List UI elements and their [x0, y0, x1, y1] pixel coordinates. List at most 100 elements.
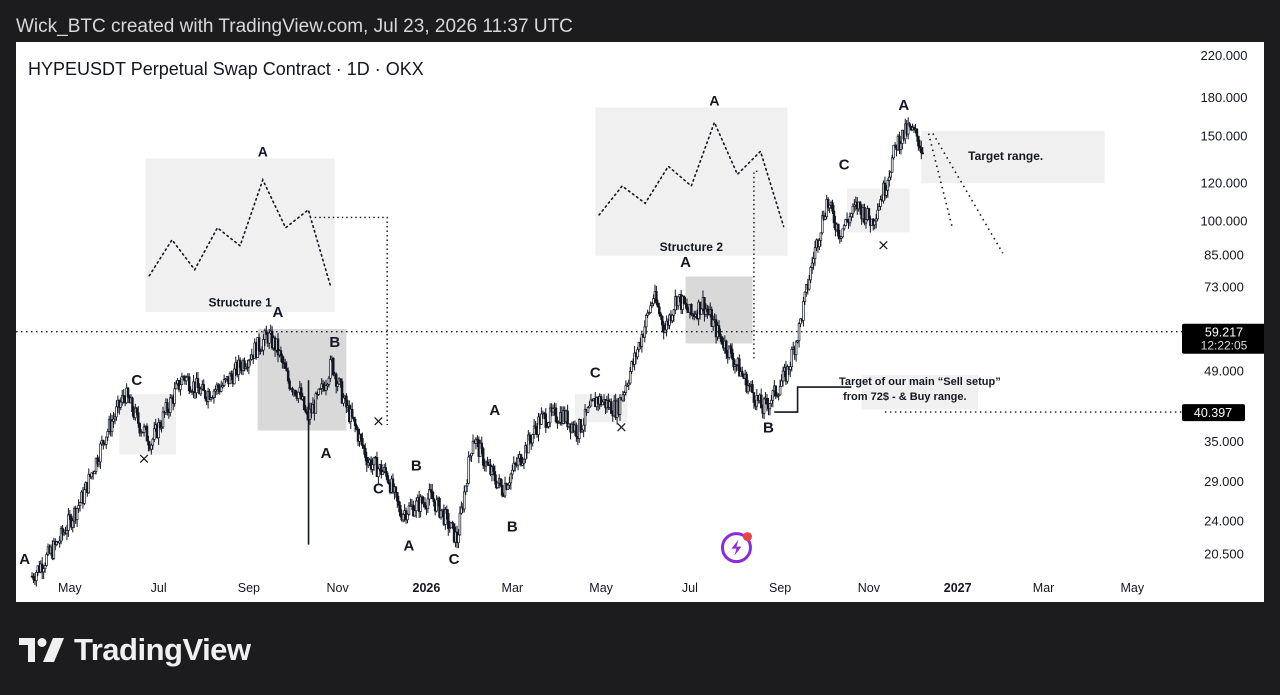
candle-body: [662, 324, 665, 333]
candle-body: [199, 388, 203, 395]
candle-body: [874, 218, 878, 222]
candle-body: [618, 397, 622, 415]
wave-label: A: [898, 97, 909, 114]
candle-body: [768, 403, 772, 410]
candle-body: [841, 228, 844, 238]
candle-body: [917, 135, 920, 147]
candle-body: [119, 401, 123, 408]
tradingview-footer[interactable]: TradingView: [18, 630, 251, 670]
candle-body: [545, 426, 549, 429]
candle-body: [809, 267, 812, 281]
candle-body: [407, 505, 411, 515]
candle-body: [208, 391, 211, 400]
candle-body: [387, 479, 390, 484]
candle-body: [826, 199, 830, 209]
candle-body: [655, 291, 658, 304]
x-mark: ×: [138, 449, 151, 467]
candle-body: [202, 384, 206, 392]
candle-body: [624, 385, 628, 393]
candle-body: [467, 456, 470, 484]
candle-body: [196, 378, 200, 388]
wave-label: C: [373, 481, 384, 498]
candle-body: [885, 189, 888, 196]
candle-body: [263, 330, 267, 340]
candle-body: [803, 291, 807, 302]
candle-body: [812, 258, 815, 264]
candle-body: [777, 394, 780, 397]
candle-body: [551, 408, 555, 413]
candle-body: [304, 409, 307, 413]
candle-body: [717, 325, 721, 335]
candle-body: [537, 416, 540, 436]
candle-body: [415, 500, 418, 512]
candle-body: [438, 497, 441, 518]
candle-body: [212, 390, 216, 398]
candle-body: [771, 390, 775, 401]
candle-body: [243, 360, 246, 369]
candle-body: [906, 123, 910, 135]
x-tick-label: Sep: [769, 581, 791, 595]
wave-label: A: [19, 551, 30, 568]
candle-body: [126, 387, 130, 398]
sell-setup-box: [861, 374, 979, 410]
candle-body: [267, 332, 271, 344]
projection-line: [932, 133, 1004, 254]
wave-label: C: [590, 365, 601, 382]
candle-body: [908, 123, 911, 127]
candle-body: [458, 512, 462, 536]
candle-body: [580, 429, 584, 433]
candle-body: [886, 180, 890, 191]
candle-body: [746, 385, 750, 393]
candle-body: [221, 385, 224, 388]
candle-body: [423, 502, 427, 508]
chart-panel[interactable]: Structure 1 A Structure 2 A × × × × A C A B A C B A A C B C…: [16, 42, 1264, 602]
candle-body: [479, 442, 482, 457]
candle-body: [78, 502, 82, 506]
candle-body: [345, 395, 348, 408]
candle-body: [362, 445, 366, 449]
candle-body: [522, 458, 526, 464]
candle-body: [636, 349, 639, 358]
candle-body: [890, 157, 894, 173]
candle-body: [471, 440, 475, 454]
candle-body: [158, 422, 162, 429]
candle-body: [752, 392, 756, 403]
candle-body: [706, 308, 709, 313]
candle-body: [93, 471, 96, 475]
candle-body: [352, 416, 355, 420]
candle-body: [35, 572, 38, 582]
candle-body: [493, 471, 497, 482]
candle-body: [102, 439, 105, 444]
candle-body: [187, 376, 191, 392]
candle-body: [68, 514, 72, 517]
wave-label: C: [839, 157, 850, 174]
candle-body: [864, 219, 868, 224]
candle-body: [314, 393, 318, 414]
candle-body: [729, 345, 732, 350]
candle-body: [71, 520, 75, 528]
y-tick-label: 35.000: [1204, 434, 1244, 449]
candle-body: [151, 438, 155, 446]
candle-body: [447, 513, 450, 529]
candle-body: [845, 219, 849, 222]
candle-body: [394, 486, 398, 493]
candle-body: [297, 391, 300, 399]
candle-body: [599, 396, 603, 406]
candle-body: [284, 362, 287, 369]
candle-body: [371, 464, 374, 470]
candle-body: [540, 413, 543, 425]
candle-body: [445, 509, 449, 514]
candle-body: [511, 469, 514, 475]
wave-label: B: [763, 419, 774, 436]
candle-body: [179, 384, 182, 390]
candle-body: [161, 411, 165, 428]
candle-body: [460, 506, 463, 514]
wave-label: B: [507, 518, 518, 535]
candle-body: [848, 216, 852, 224]
candle-body: [586, 407, 590, 413]
candle-body: [463, 491, 466, 510]
candle-body: [765, 398, 769, 405]
target-range-label: Target range.: [968, 149, 1043, 163]
candle-body: [112, 418, 115, 422]
